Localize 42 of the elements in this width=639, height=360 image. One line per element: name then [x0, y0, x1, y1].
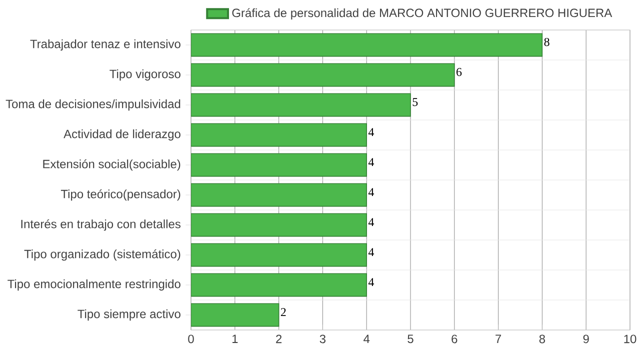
y-tick-label: Interés en trabajo con detalles [21, 219, 180, 231]
x-tick-label: 9 [583, 334, 589, 344]
x-tick-label: 5 [408, 334, 414, 344]
x-tick-label: 10 [624, 334, 636, 344]
y-tick-label: Tipo teórico(pensador) [60, 189, 180, 201]
data-label: 8 [544, 38, 550, 46]
data-label: 4 [368, 158, 374, 166]
bar [191, 243, 367, 267]
data-label: 4 [368, 218, 374, 226]
y-tick-label: Actividad de liderazgo [64, 129, 180, 141]
x-tick-label: 2 [276, 334, 282, 344]
bar [191, 153, 367, 177]
bar [191, 123, 367, 147]
bar [191, 63, 455, 87]
x-tick-label: 1 [232, 334, 238, 343]
y-tick-label: Extensión social(sociable) [43, 159, 180, 171]
data-label: 4 [368, 188, 374, 196]
y-tick-label: Tipo vigoroso [110, 69, 180, 81]
x-tick-label: 0 [188, 334, 194, 344]
y-tick-label: Toma de decisiones/impulsividad [6, 99, 180, 111]
data-label: 6 [456, 68, 462, 76]
x-tick-label: 7 [496, 334, 502, 343]
y-tick-label: Tipo organizado (sistemático) [24, 249, 180, 261]
y-tick-label: Trabajador tenaz e intensivo [30, 39, 180, 51]
data-label: 2 [280, 308, 286, 316]
x-tick-label: 6 [452, 334, 458, 344]
x-tick-label: 8 [539, 334, 546, 344]
bar [191, 183, 367, 207]
data-label: 4 [368, 128, 374, 136]
legend-label: Gráfica de personalidad de MARCO ANTONIO GUERRERO HIGUERA [232, 8, 612, 20]
data-label: 4 [368, 278, 374, 286]
x-tick-label: 4 [364, 334, 370, 343]
y-tick-label: Tipo emocionalmente restringido [8, 279, 180, 291]
x-tick-label: 3 [320, 334, 326, 344]
y-tick-label: Tipo siempre activo [78, 309, 180, 321]
bar [191, 273, 367, 297]
bar [191, 303, 280, 327]
bar [191, 33, 543, 57]
data-label: 4 [368, 248, 374, 256]
bar [191, 213, 367, 237]
data-label: 5 [412, 98, 418, 106]
bar [191, 93, 411, 117]
